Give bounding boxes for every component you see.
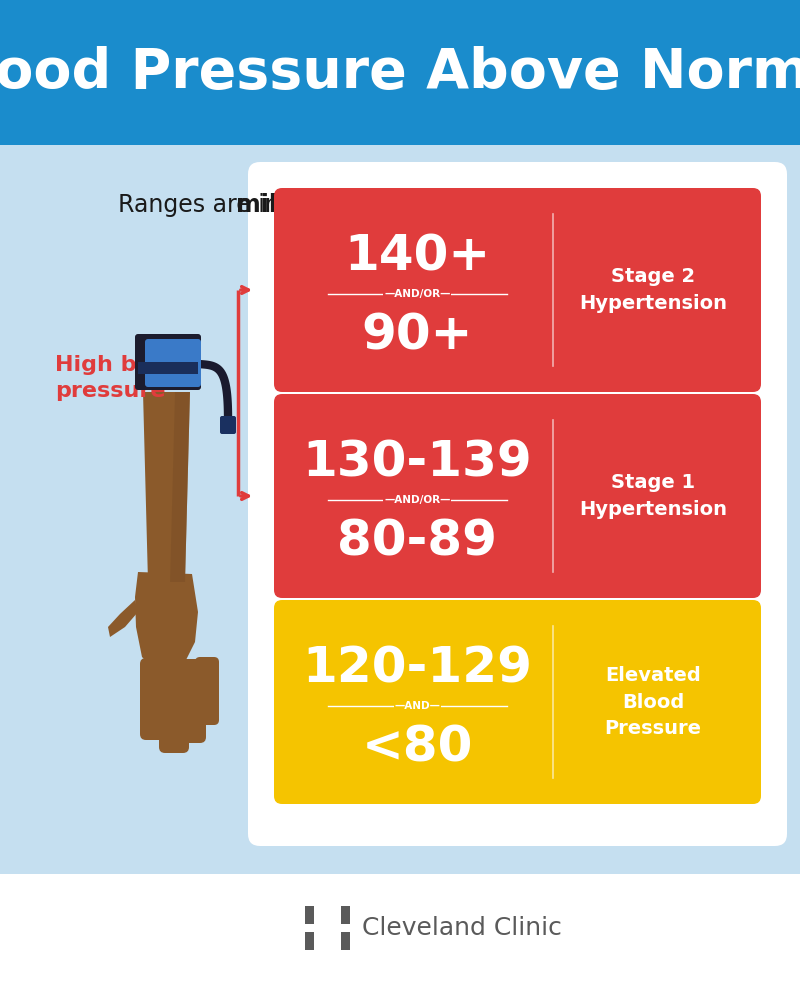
FancyBboxPatch shape bbox=[138, 362, 198, 374]
FancyBboxPatch shape bbox=[305, 906, 323, 924]
FancyBboxPatch shape bbox=[314, 905, 323, 950]
Polygon shape bbox=[108, 600, 138, 637]
Text: Ranges are in: Ranges are in bbox=[118, 193, 287, 217]
FancyBboxPatch shape bbox=[274, 394, 761, 598]
FancyBboxPatch shape bbox=[145, 339, 201, 387]
FancyBboxPatch shape bbox=[178, 659, 206, 743]
Text: Elevated
Blood
Pressure: Elevated Blood Pressure bbox=[605, 666, 702, 738]
FancyBboxPatch shape bbox=[274, 600, 761, 804]
FancyBboxPatch shape bbox=[0, 874, 800, 982]
Polygon shape bbox=[170, 392, 190, 582]
Text: millimeters of mercury (mm): millimeters of mercury (mm) bbox=[236, 193, 620, 217]
Text: <80: <80 bbox=[362, 723, 473, 771]
Text: 130-139: 130-139 bbox=[302, 438, 532, 486]
Text: —AND—: —AND— bbox=[394, 701, 440, 711]
Text: —AND/OR—: —AND/OR— bbox=[384, 289, 450, 299]
FancyBboxPatch shape bbox=[159, 659, 189, 753]
Text: Cleveland Clinic: Cleveland Clinic bbox=[362, 916, 562, 940]
Text: Stage 2
Hypertension: Stage 2 Hypertension bbox=[579, 267, 727, 312]
Text: Blood Pressure Above Normal: Blood Pressure Above Normal bbox=[0, 45, 800, 99]
FancyBboxPatch shape bbox=[195, 657, 219, 725]
FancyBboxPatch shape bbox=[140, 658, 170, 740]
Text: 80-89: 80-89 bbox=[338, 518, 498, 565]
FancyBboxPatch shape bbox=[0, 0, 800, 145]
FancyBboxPatch shape bbox=[332, 932, 350, 950]
Text: 90+: 90+ bbox=[362, 311, 473, 359]
FancyBboxPatch shape bbox=[274, 188, 761, 392]
FancyBboxPatch shape bbox=[135, 334, 201, 390]
FancyBboxPatch shape bbox=[332, 906, 350, 924]
Text: —AND/OR—: —AND/OR— bbox=[384, 495, 450, 505]
Text: Stage 1
Hypertension: Stage 1 Hypertension bbox=[579, 473, 727, 518]
FancyBboxPatch shape bbox=[332, 905, 341, 950]
Text: 120-129: 120-129 bbox=[302, 644, 533, 692]
Polygon shape bbox=[143, 392, 190, 582]
FancyBboxPatch shape bbox=[305, 932, 323, 950]
FancyBboxPatch shape bbox=[248, 162, 787, 846]
Polygon shape bbox=[135, 572, 198, 672]
FancyBboxPatch shape bbox=[220, 416, 236, 434]
Text: High blood
pressure: High blood pressure bbox=[55, 355, 190, 402]
Text: 140+: 140+ bbox=[344, 232, 490, 280]
